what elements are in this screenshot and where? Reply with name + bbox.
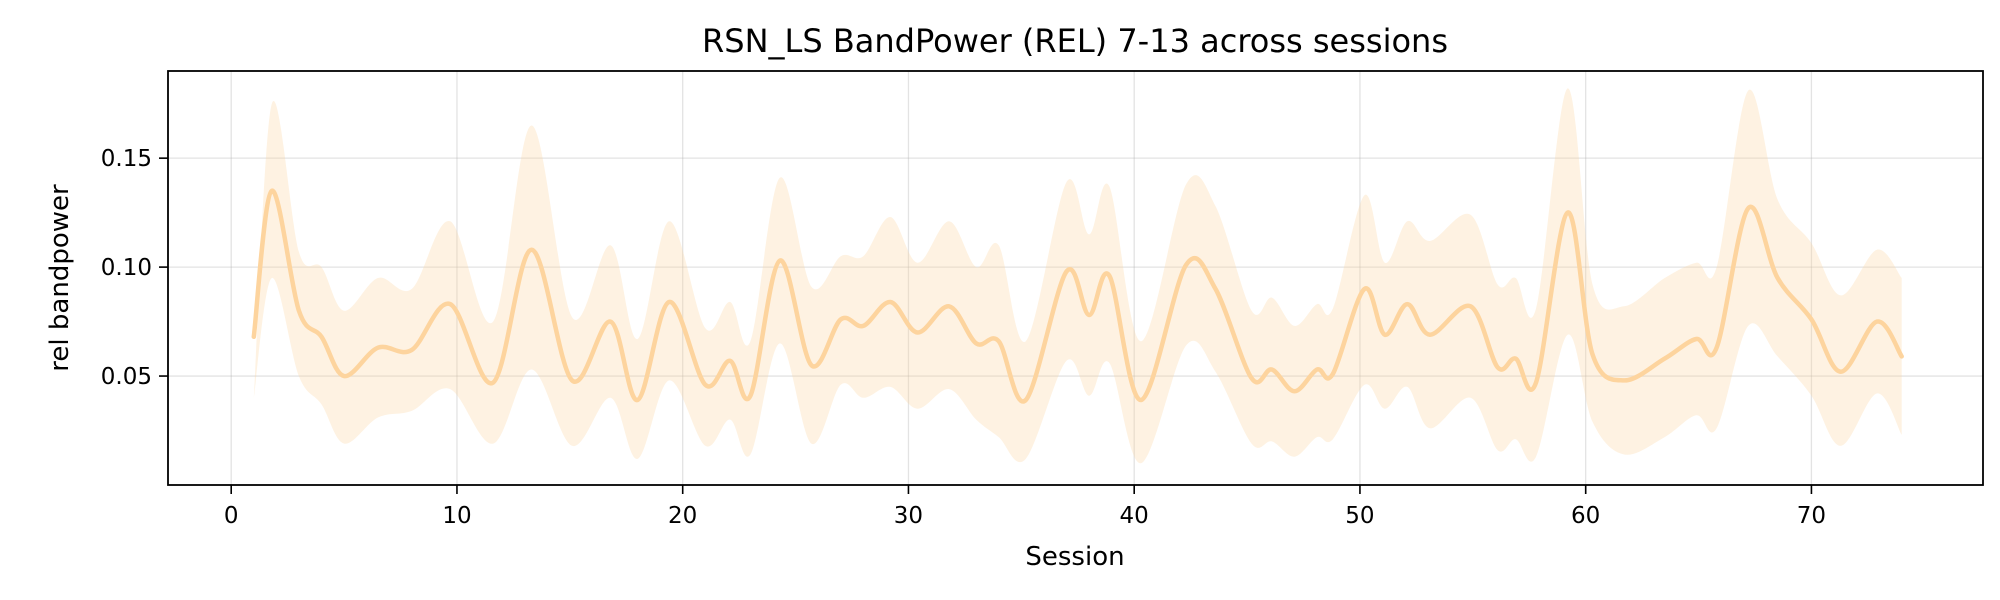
x-axis-label: Session [1025,542,1124,572]
y-tick-label: 0.15 [101,146,152,172]
x-tick-label: 30 [894,503,923,529]
x-tick-label: 40 [1120,503,1149,529]
x-tick-label: 20 [668,503,697,529]
x-tick-label: 0 [224,503,239,529]
y-axis: 0.05 0.10 0.15 [101,146,168,390]
x-tick-label: 70 [1797,503,1826,529]
x-tick-label: 50 [1345,503,1374,529]
confidence-band [253,88,1902,464]
chart-title: RSN_LS BandPower (REL) 7-13 across sessi… [702,22,1448,60]
y-tick-label: 0.05 [101,364,152,390]
y-axis-label: rel bandpower [45,184,75,372]
y-tick-label: 0.10 [101,255,152,281]
x-tick-label: 10 [442,503,471,529]
series-line [251,188,1904,404]
x-tick-label: 60 [1571,503,1600,529]
x-axis: 0 10 20 30 40 50 60 70 [224,485,1826,529]
plot-frame [167,70,1984,486]
grid [168,71,1983,485]
